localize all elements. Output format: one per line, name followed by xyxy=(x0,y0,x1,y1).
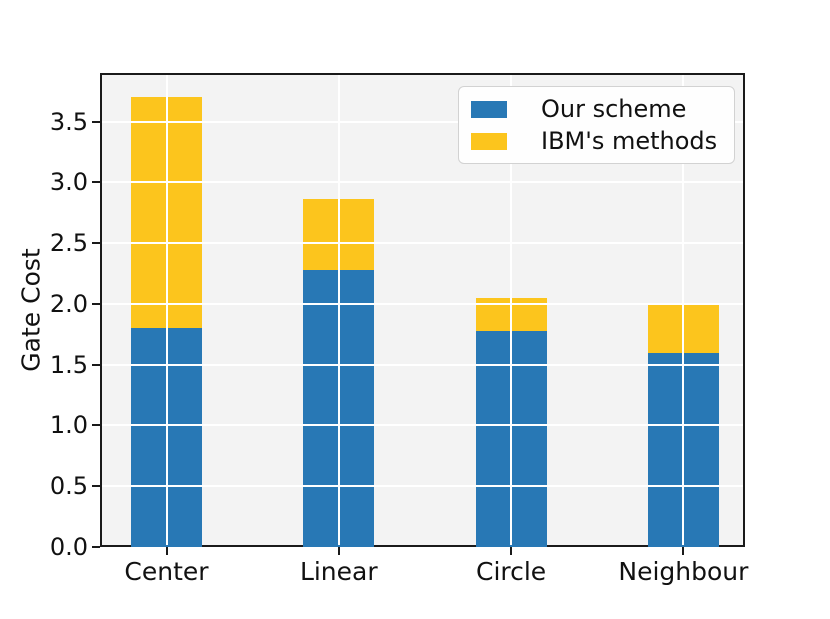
gridline-horizontal-2.5 xyxy=(102,242,743,245)
y-tick-label-1.0: 1.0 xyxy=(49,411,88,440)
gridline-vertical-neighbour xyxy=(682,75,685,545)
gridline-horizontal-0.5 xyxy=(102,485,743,488)
x-tick-label-linear: Linear xyxy=(299,557,378,586)
y-tick-label-2.5: 2.5 xyxy=(49,229,88,258)
y-tick-label-3.0: 3.0 xyxy=(49,168,88,197)
gridline-vertical-center xyxy=(165,75,168,545)
y-tick-0.0 xyxy=(92,546,100,548)
gridline-vertical-circle xyxy=(510,75,513,545)
y-tick-3.0 xyxy=(92,181,100,184)
y-tick-3.5 xyxy=(92,120,100,123)
x-tick-linear xyxy=(337,547,340,555)
x-tick-label-neighbour: Neighbour xyxy=(618,557,749,586)
legend-swatch-icon-our-scheme xyxy=(471,100,507,118)
y-tick-1.0 xyxy=(92,424,100,427)
gridline-horizontal-3.5 xyxy=(102,120,743,123)
y-tick-label-0.0: 0.0 xyxy=(49,533,88,561)
legend-swatch-icon-ibm-s-methods xyxy=(471,132,507,150)
legend-item-our-scheme: Our scheme xyxy=(471,95,722,123)
y-tick-label-1.5: 1.5 xyxy=(49,350,88,379)
x-tick-label-center: Center xyxy=(124,557,209,586)
legend-label-ibm-s-methods: IBM's methods xyxy=(541,127,718,155)
x-tick-circle xyxy=(510,547,513,555)
legend-label-our-scheme: Our scheme xyxy=(541,95,687,123)
legend-item-ibm-s-methods: IBM's methods xyxy=(471,127,722,155)
gridline-horizontal-2.0 xyxy=(102,302,743,305)
legend: Our scheme IBM's methods xyxy=(458,86,735,164)
y-tick-2.0 xyxy=(92,302,100,305)
y-tick-0.5 xyxy=(92,485,100,488)
gridline-horizontal-1.0 xyxy=(102,424,743,427)
y-tick-label-0.5: 0.5 xyxy=(49,472,88,501)
gridline-vertical-linear xyxy=(337,75,340,545)
gridline-horizontal-3.0 xyxy=(102,181,743,184)
y-tick-label-2.0: 2.0 xyxy=(49,289,88,318)
x-tick-label-circle: Circle xyxy=(475,557,547,586)
gridline-horizontal-1.5 xyxy=(102,363,743,366)
y-tick-1.5 xyxy=(92,363,100,366)
y-tick-2.5 xyxy=(92,242,100,245)
x-tick-neighbour xyxy=(682,547,685,555)
y-tick-label-3.5: 3.5 xyxy=(49,107,88,136)
x-tick-center xyxy=(165,547,168,555)
